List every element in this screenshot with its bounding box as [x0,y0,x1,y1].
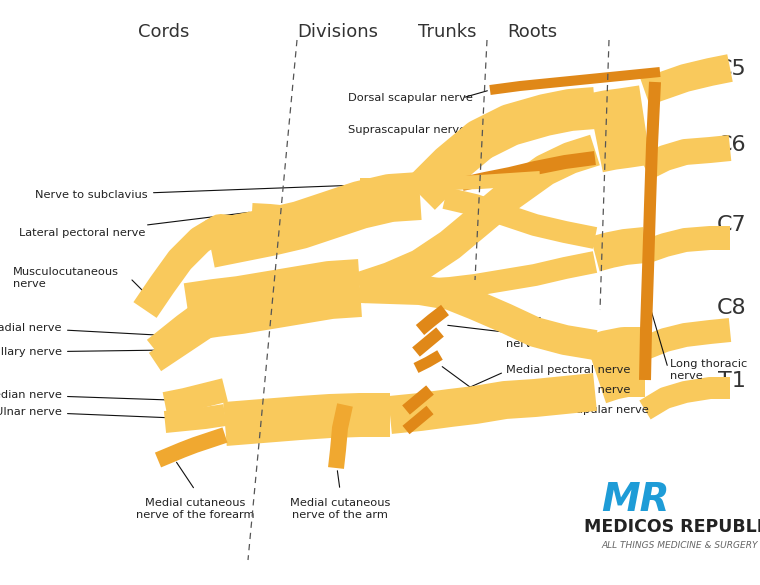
Polygon shape [164,404,226,433]
Polygon shape [184,259,362,340]
Polygon shape [163,378,228,416]
Polygon shape [252,203,312,227]
Polygon shape [355,135,600,303]
Text: Ulnar nerve: Ulnar nerve [0,407,173,418]
Text: Lower subscapular nerve: Lower subscapular nerve [506,405,649,415]
Polygon shape [416,305,449,335]
Polygon shape [155,428,227,467]
Text: MR: MR [600,481,670,519]
Text: Medial cutaneous
nerve of the arm: Medial cutaneous nerve of the arm [290,498,390,519]
Polygon shape [584,327,645,403]
Polygon shape [591,227,647,271]
Text: Roots: Roots [507,23,557,41]
Polygon shape [405,87,597,210]
Text: C5: C5 [717,59,747,79]
Polygon shape [639,135,731,180]
Text: Lateral pectoral nerve: Lateral pectoral nerve [19,212,249,238]
Polygon shape [388,373,597,434]
Polygon shape [403,406,433,434]
Text: Nerve to subclavius: Nerve to subclavius [36,185,357,200]
Polygon shape [461,151,596,191]
Polygon shape [641,226,730,263]
Text: MEDICOS REPUBLIC: MEDICOS REPUBLIC [584,518,760,536]
Text: Median nerve: Median nerve [0,390,167,400]
Polygon shape [134,214,242,318]
Polygon shape [639,82,661,380]
Text: Dorsal scapular nerve: Dorsal scapular nerve [348,93,473,103]
Text: Medial cutaneous
nerve of the forearm: Medial cutaneous nerve of the forearm [136,498,255,519]
Text: Trunks: Trunks [418,23,476,41]
Text: Axillary nerve: Axillary nerve [0,347,167,357]
Text: Medial pectoral nerve: Medial pectoral nerve [506,385,630,395]
Text: Medial pectoral nerve: Medial pectoral nerve [506,365,630,375]
Polygon shape [639,377,730,419]
Polygon shape [420,251,597,301]
Polygon shape [147,294,222,360]
Polygon shape [413,350,443,373]
Polygon shape [442,187,597,249]
Text: Long thoracic
nerve: Long thoracic nerve [670,359,747,381]
Text: C6: C6 [717,135,746,155]
Polygon shape [412,328,444,357]
Text: C8: C8 [717,298,746,318]
Text: Suprascapular nerve: Suprascapular nerve [348,125,466,135]
Polygon shape [587,85,651,172]
Text: Musculocutaneous
nerve: Musculocutaneous nerve [13,267,119,289]
Polygon shape [205,172,422,267]
Polygon shape [223,393,390,446]
Polygon shape [328,403,353,469]
Text: T1: T1 [718,371,746,391]
Text: Cords: Cords [138,23,189,41]
Polygon shape [359,273,597,360]
Polygon shape [641,54,733,105]
Text: ALL THINGS MEDICINE & SURGERY: ALL THINGS MEDICINE & SURGERY [602,541,758,549]
Polygon shape [149,313,221,371]
Polygon shape [489,67,660,95]
Text: Divisions: Divisions [298,23,378,41]
Polygon shape [641,318,731,359]
Polygon shape [402,386,434,415]
Text: Upper
subscapular
nerve: Upper subscapular nerve [506,315,575,349]
Polygon shape [360,171,540,192]
Text: Radial nerve: Radial nerve [0,323,173,336]
Text: C7: C7 [717,215,746,235]
